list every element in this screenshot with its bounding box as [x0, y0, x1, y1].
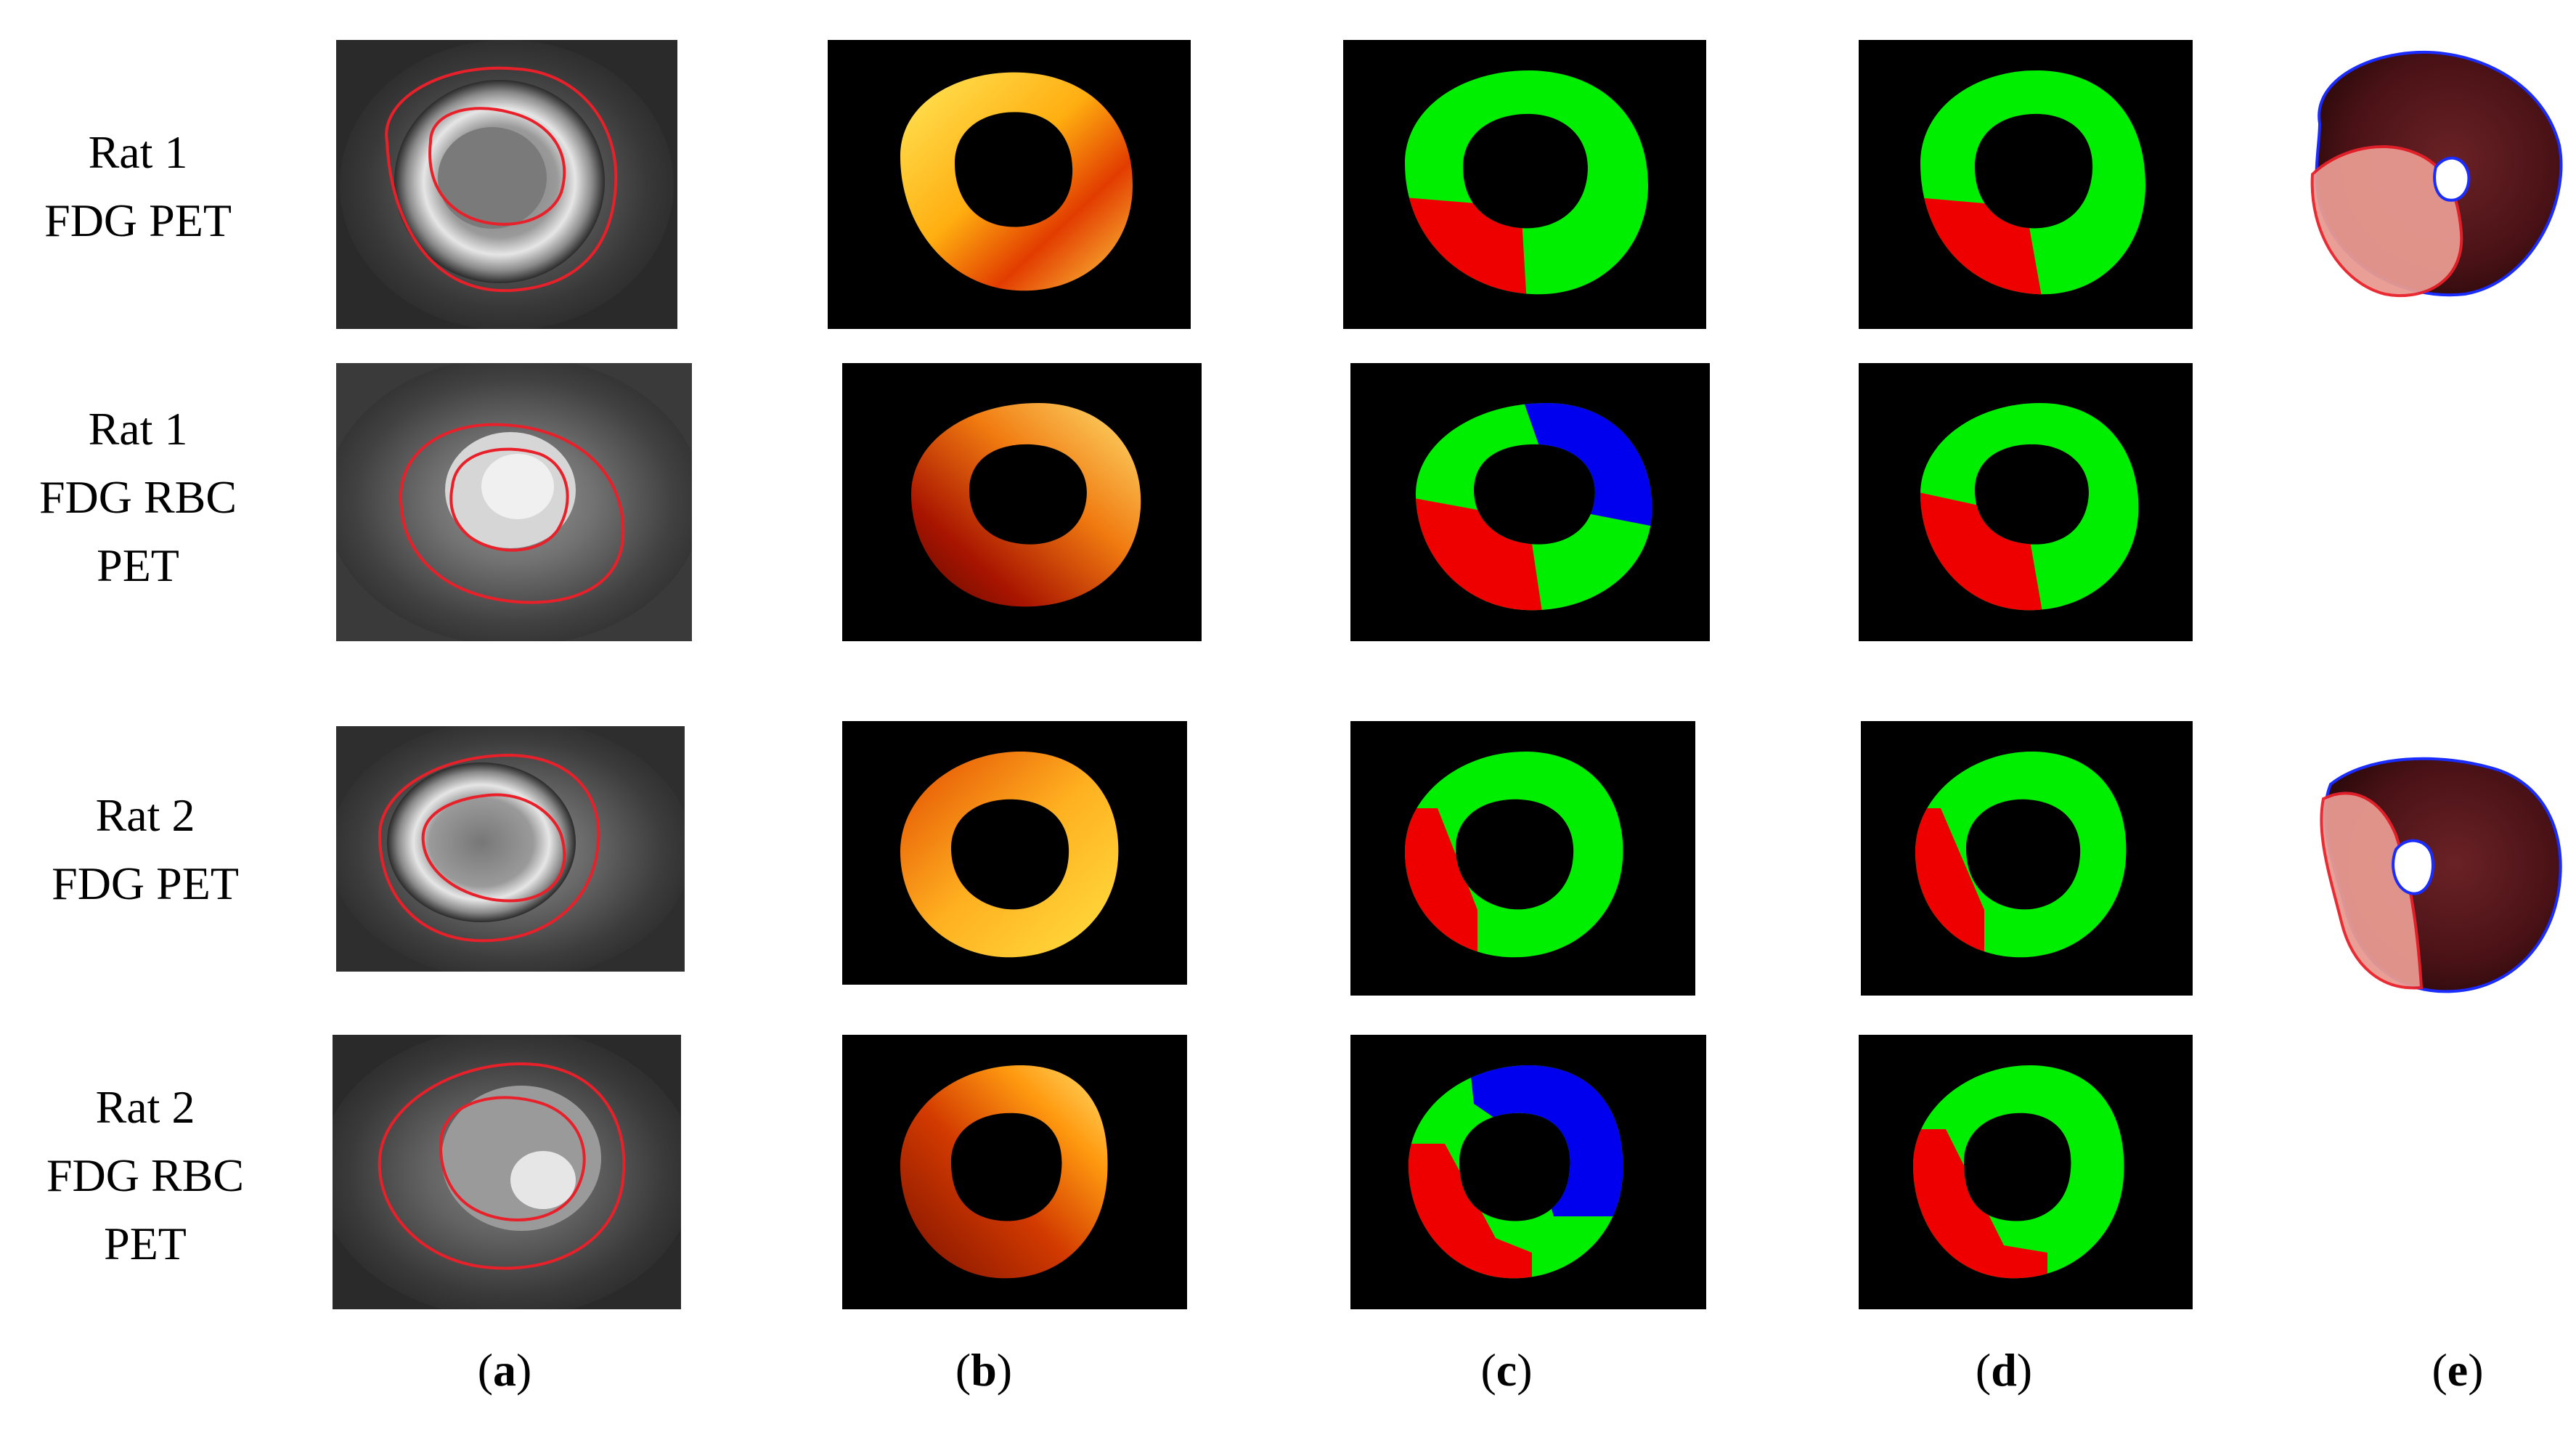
- row-label-line: PET: [104, 1218, 187, 1269]
- pet-hot-rat1-fdg-rbc: [842, 363, 1202, 641]
- segmentation-c-rat2-fdg: [1350, 721, 1695, 996]
- segmentation-d-rat1-fdg: [1859, 40, 2193, 329]
- row-label-line: FDG RBC: [46, 1150, 245, 1201]
- pet-hot-rat2-fdg: [842, 721, 1187, 985]
- segmentation-c-rat1-fdg: [1343, 40, 1706, 329]
- column-label-e: (e): [2385, 1343, 2530, 1397]
- tissue-photo-rat2: [2294, 741, 2570, 998]
- column-label-open-paren: (: [1480, 1344, 1496, 1396]
- row-label-line: FDG PET: [44, 195, 232, 246]
- column-label-letter: d: [1991, 1344, 2017, 1396]
- column-label-open-paren: (: [1975, 1344, 1992, 1396]
- column-label-letter: b: [971, 1344, 997, 1396]
- row-label-line: PET: [97, 540, 179, 591]
- column-label-open-paren: (: [955, 1344, 971, 1396]
- column-label-close-paren: ): [2468, 1344, 2484, 1396]
- row-label-line: FDG RBC: [38, 471, 237, 523]
- column-label-d: (d): [1931, 1343, 2076, 1397]
- column-label-c: (c): [1434, 1343, 1579, 1397]
- column-label-close-paren: ): [1517, 1344, 1533, 1396]
- tissue-photo-rat1: [2291, 44, 2570, 301]
- pet-gray-rat2-fdg-rbc: [333, 1035, 681, 1309]
- segmentation-d-rat2-fdg: [1861, 721, 2193, 996]
- segmentation-d-rat1-fdg-rbc: [1859, 363, 2193, 641]
- row-label-line: Rat 1: [88, 403, 188, 455]
- row-label-1: Rat 1 FDG PET: [7, 118, 269, 255]
- segmentation-d-rat2-fdg-rbc: [1859, 1035, 2193, 1309]
- row-label-3: Rat 2 FDG PET: [15, 781, 276, 918]
- column-label-letter: a: [493, 1344, 516, 1396]
- row-label-line: Rat 2: [95, 789, 195, 841]
- pet-gray-rat2-fdg: [336, 726, 685, 972]
- pet-gray-rat1-fdg: [336, 40, 677, 329]
- column-label-letter: c: [1496, 1344, 1517, 1396]
- row-label-line: Rat 2: [95, 1081, 195, 1133]
- column-label-close-paren: ): [2016, 1344, 2033, 1396]
- column-label-close-paren: ): [996, 1344, 1013, 1396]
- column-label-a: (a): [432, 1343, 577, 1397]
- row-label-line: Rat 1: [88, 126, 188, 178]
- segmentation-c-rat2-fdg-rbc: [1350, 1035, 1706, 1309]
- segmentation-c-rat1-fdg-rbc: [1350, 363, 1710, 641]
- column-label-open-paren: (: [2432, 1344, 2447, 1396]
- row-label-4: Rat 2 FDG RBC PET: [15, 1073, 276, 1278]
- column-label-letter: e: [2447, 1344, 2469, 1396]
- pet-hot-rat1-fdg: [828, 40, 1191, 329]
- column-label-open-paren: (: [477, 1344, 493, 1396]
- pet-gray-rat1-fdg-rbc: [336, 363, 692, 641]
- column-label-b: (b): [911, 1343, 1056, 1397]
- row-label-line: FDG PET: [52, 858, 239, 909]
- pet-hot-rat2-fdg-rbc: [842, 1035, 1187, 1309]
- column-label-close-paren: ): [516, 1344, 532, 1396]
- row-label-2: Rat 1 FDG RBC PET: [7, 395, 269, 600]
